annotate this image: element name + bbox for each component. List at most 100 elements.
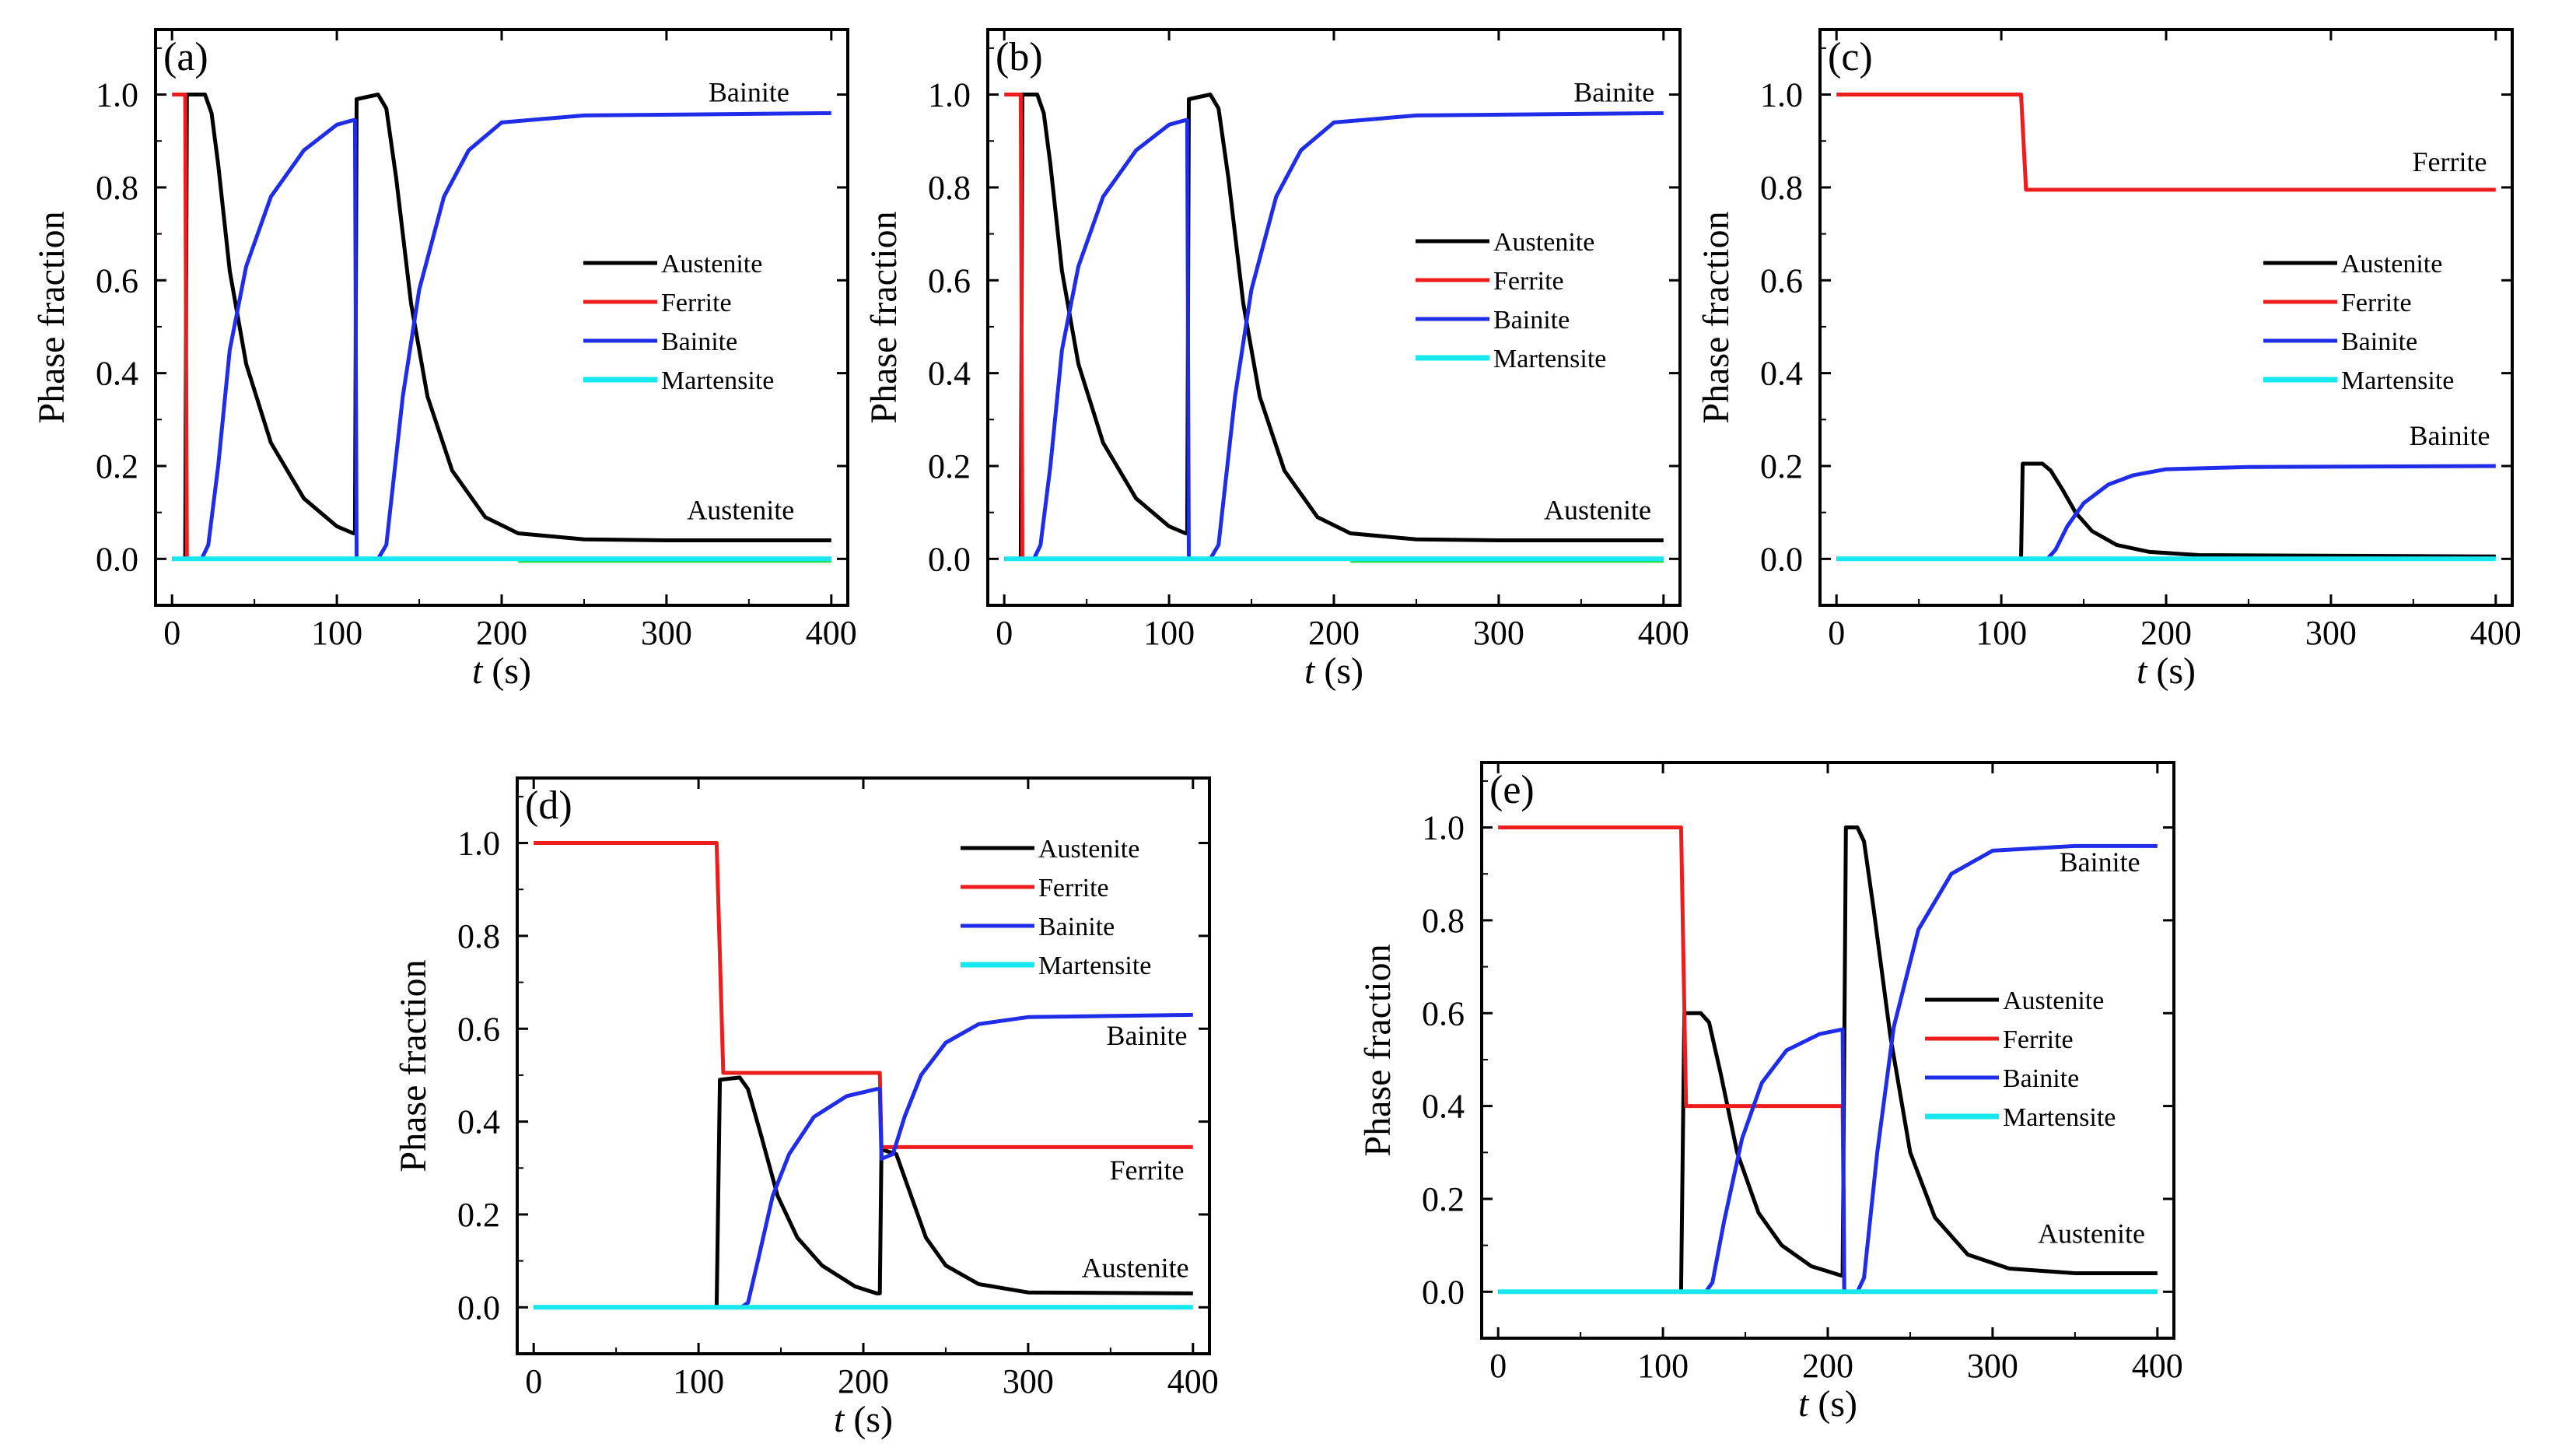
legend-label-bainite: Bainite xyxy=(1038,913,1115,941)
y-tick-label: 0.8 xyxy=(96,169,138,207)
chart-panel-b: 0 100 200 300 400 0.0 0.2 0.4 0.6 0.8 1.0 (b) Bainit… xyxy=(863,28,1689,692)
series-group xyxy=(1836,93,2496,562)
y-tick-label: 0.8 xyxy=(1422,902,1465,940)
x-axis-unit: (s) xyxy=(2147,650,2196,692)
y-tick-label: 0.4 xyxy=(928,355,971,393)
legend-label-ferrite: Ferrite xyxy=(1038,874,1109,902)
x-axis-label: t (s) xyxy=(1798,1383,1857,1425)
y-axis-label: Phase fraction xyxy=(393,959,434,1172)
series-line-bainite xyxy=(1004,110,1664,561)
x-axis-label: t (s) xyxy=(2137,650,2196,692)
legend-label-austenite: Austenite xyxy=(2003,987,2104,1015)
y-tick-label: 0.4 xyxy=(1422,1088,1465,1126)
x-tick-label: 100 xyxy=(673,1362,724,1400)
annotation-ferrite: Ferrite xyxy=(1109,1155,1184,1186)
legend-label-austenite: Austenite xyxy=(2341,250,2442,279)
y-tick-label: 0.0 xyxy=(928,540,971,578)
x-tick-label: 400 xyxy=(1167,1362,1219,1400)
legend-label-austenite: Austenite xyxy=(661,250,762,279)
legend-label-martensite: Martensite xyxy=(2341,366,2454,395)
x-axis-variable: t xyxy=(1304,650,1316,692)
series-line-ferrite xyxy=(1836,93,2496,192)
y-tick-label: 0.6 xyxy=(1760,261,1803,300)
y-tick-label: 0.2 xyxy=(96,447,138,485)
x-tick-label: 0 xyxy=(1828,614,1845,652)
x-tick-label: 200 xyxy=(1308,614,1360,652)
x-tick-label: 400 xyxy=(2132,1347,2183,1385)
x-tick-label: 400 xyxy=(806,614,857,652)
panel-label: (b) xyxy=(996,35,1043,79)
y-tick-label: 0.4 xyxy=(1760,355,1803,393)
x-axis-label: t (s) xyxy=(834,1399,893,1440)
x-tick-label: 100 xyxy=(1976,614,2027,652)
legend: Austenite Ferrite Bainite Martensite xyxy=(1925,987,2116,1132)
y-axis-label: Phase fraction xyxy=(1357,944,1398,1156)
annotation-bainite: Bainite xyxy=(1106,1020,1187,1051)
legend-label-martensite: Martensite xyxy=(1493,345,1606,373)
legend-label-bainite: Bainite xyxy=(2341,328,2417,356)
annotation-bainite: Bainite xyxy=(2060,846,2140,878)
legend-label-bainite: Bainite xyxy=(1493,306,1570,335)
x-tick-label: 300 xyxy=(641,614,692,652)
legend: Austenite Ferrite Bainite Martensite xyxy=(1416,228,1606,373)
x-axis-variable: t xyxy=(472,650,484,692)
y-tick-label: 0.0 xyxy=(1422,1273,1465,1311)
y-tick-label: 0.4 xyxy=(457,1103,500,1141)
series-line-austenite xyxy=(1836,461,2496,561)
chart-panel-c: 0 100 200 300 400 0.0 0.2 0.4 0.6 0.8 1.0 (c) Ferrit… xyxy=(1696,28,2522,692)
y-tick-label: 1.0 xyxy=(1422,809,1465,847)
y-tick-label: 0.6 xyxy=(96,261,138,300)
x-tick-label: 300 xyxy=(2305,614,2357,652)
x-axis-variable: t xyxy=(834,1399,845,1440)
legend-label-martensite: Martensite xyxy=(1038,952,1151,980)
y-tick-label: 0.8 xyxy=(1760,169,1803,207)
series-group xyxy=(1004,93,1664,563)
plot-frame xyxy=(154,28,849,607)
legend-label-austenite: Austenite xyxy=(1493,228,1594,257)
legend-label-ferrite: Ferrite xyxy=(661,289,732,317)
legend-label-austenite: Austenite xyxy=(1038,835,1139,864)
x-tick-label: 100 xyxy=(1143,614,1195,652)
chart-panel-d: 0 100 200 300 400 0.0 0.2 0.4 0.6 0.8 1.0 (d) Bainit… xyxy=(393,776,1219,1440)
x-tick-label: 200 xyxy=(476,614,527,652)
x-tick-label: 0 xyxy=(525,1362,542,1400)
x-tick-label: 200 xyxy=(838,1362,889,1400)
legend-label-martensite: Martensite xyxy=(661,366,774,395)
y-tick-label: 1.0 xyxy=(457,825,500,863)
plot-frame xyxy=(1818,28,2514,607)
plot-frame xyxy=(986,28,1682,607)
x-axis-unit: (s) xyxy=(1808,1383,1857,1425)
x-tick-label: 200 xyxy=(2140,614,2192,652)
x-tick-label: 0 xyxy=(1489,1347,1507,1385)
annotation-bainite: Bainite xyxy=(2409,420,2490,451)
legend: Austenite Ferrite Bainite Martensite xyxy=(2263,250,2454,395)
chart-panel-a: 0 100 200 300 400 0.0 0.2 0.4 0.6 0.8 1.0 (a) Bainit… xyxy=(31,28,857,692)
legend-label-bainite: Bainite xyxy=(2003,1064,2079,1093)
y-tick-label: 1.0 xyxy=(96,76,138,114)
x-tick-label: 300 xyxy=(1003,1362,1054,1400)
y-tick-label: 0.0 xyxy=(1760,540,1803,578)
x-tick-label: 100 xyxy=(1637,1347,1689,1385)
y-tick-label: 0.0 xyxy=(96,540,138,578)
x-tick-label: 300 xyxy=(1473,614,1524,652)
x-axis-unit: (s) xyxy=(1314,650,1363,692)
series-group xyxy=(1498,825,2158,1295)
legend-label-ferrite: Ferrite xyxy=(2341,289,2412,317)
x-tick-label: 400 xyxy=(1638,614,1689,652)
x-axis-variable: t xyxy=(2137,650,2148,692)
series-line-bainite xyxy=(1836,464,2496,561)
x-axis-label: t (s) xyxy=(1304,650,1363,692)
panel-label: (e) xyxy=(1489,768,1535,812)
x-axis-unit: (s) xyxy=(844,1399,893,1440)
y-tick-label: 0.6 xyxy=(457,1010,500,1048)
y-tick-label: 0.8 xyxy=(457,917,500,955)
y-tick-label: 0.2 xyxy=(928,447,971,485)
x-tick-label: 100 xyxy=(311,614,362,652)
plot-frame xyxy=(516,776,1211,1355)
legend-label-martensite: Martensite xyxy=(2003,1103,2116,1132)
x-tick-label: 300 xyxy=(1967,1347,2018,1385)
legend: Austenite Ferrite Bainite Martensite xyxy=(583,250,774,395)
annotation-ferrite: Ferrite xyxy=(2412,146,2487,177)
